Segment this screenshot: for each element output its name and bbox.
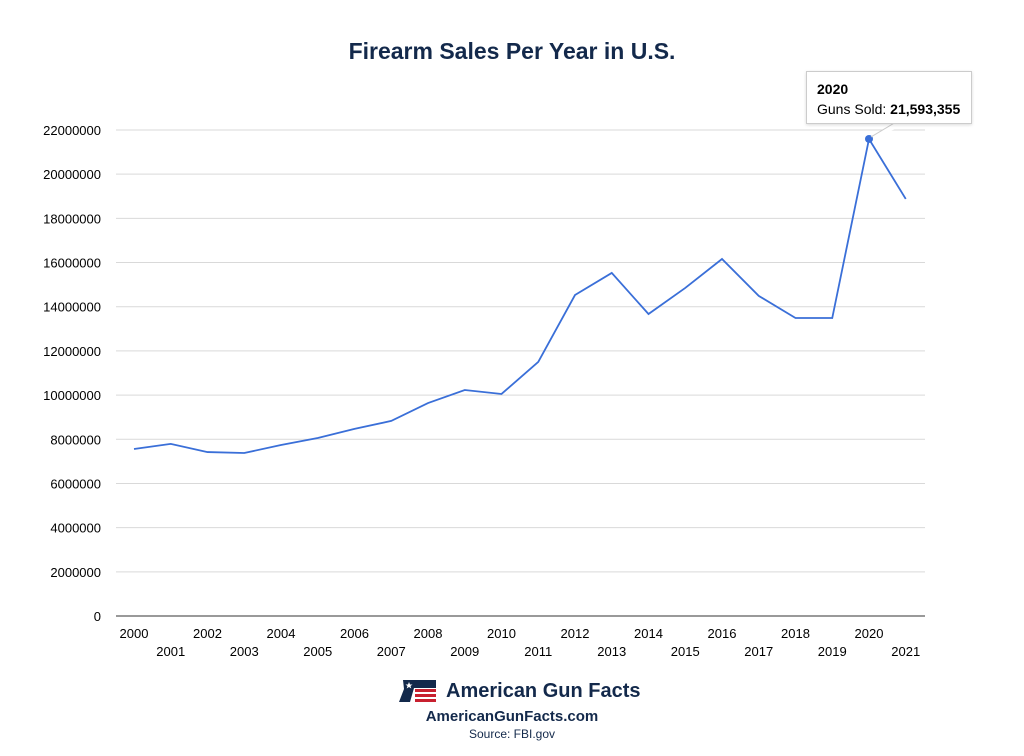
x-tick-label: 2004: [267, 626, 296, 641]
brand: American Gun Facts: [398, 678, 641, 704]
x-tick-label: 2018: [781, 626, 810, 641]
y-tick-label: 10000000: [43, 388, 101, 403]
tooltip-year: 2020: [817, 81, 849, 97]
tooltip-value: 21,593,355: [890, 101, 961, 117]
series-line: [133, 136, 907, 454]
chart-title: Firearm Sales Per Year in U.S.: [348, 38, 676, 64]
x-tick-label: 2019: [818, 644, 847, 659]
x-tick-label: 2008: [414, 626, 443, 641]
y-tick-label: 20000000: [43, 167, 101, 182]
x-tick-label: 2016: [708, 626, 737, 641]
x-tick-label: 2011: [524, 644, 552, 659]
x-tick-label: 2006: [340, 626, 369, 641]
x-tick-label: 2000: [120, 626, 149, 641]
brand-name: American Gun Facts: [446, 679, 641, 702]
y-tick-label: 12000000: [43, 344, 101, 359]
x-tick-label: 2003: [230, 644, 259, 659]
x-tick-label: 2007: [377, 644, 406, 659]
source-note: Source: FBI.gov: [468, 727, 556, 741]
y-tick-label: 18000000: [43, 211, 101, 226]
y-tick-label: 6000000: [50, 476, 101, 491]
x-tick-label: 2013: [597, 644, 626, 659]
tooltip: 2020 Guns Sold: 21,593,355: [806, 71, 972, 124]
y-tick-label: 16000000: [43, 256, 101, 271]
y-tick-label: 8000000: [50, 432, 101, 447]
x-tick-label: 2020: [855, 626, 884, 641]
x-tick-label: 2001: [156, 644, 185, 659]
x-tick-label: 2015: [671, 644, 700, 659]
x-tick-label: 2021: [891, 644, 920, 659]
x-tick-label: 2010: [487, 626, 516, 641]
x-tick-label: 2005: [303, 644, 332, 659]
x-tick-label: 2012: [561, 626, 590, 641]
x-tick-label: 2014: [634, 626, 663, 641]
y-tick-label: 0: [94, 609, 101, 624]
x-tick-label: 2002: [193, 626, 222, 641]
gun-flag-logo-icon: [399, 680, 436, 702]
x-tick-label: 2009: [450, 644, 479, 659]
y-tick-label: 2000000: [50, 565, 101, 580]
y-tick-label: 14000000: [43, 300, 101, 315]
tooltip-value-row: Guns Sold: 21,593,355: [817, 101, 960, 117]
tooltip-label: Guns Sold:: [817, 101, 891, 117]
tooltip-pointer: [870, 121, 918, 138]
y-tick-label: 22000000: [43, 123, 101, 138]
y-tick-label: 4000000: [50, 521, 101, 536]
site-url: AmericanGunFacts.com: [425, 708, 599, 725]
x-tick-label: 2017: [744, 644, 773, 659]
